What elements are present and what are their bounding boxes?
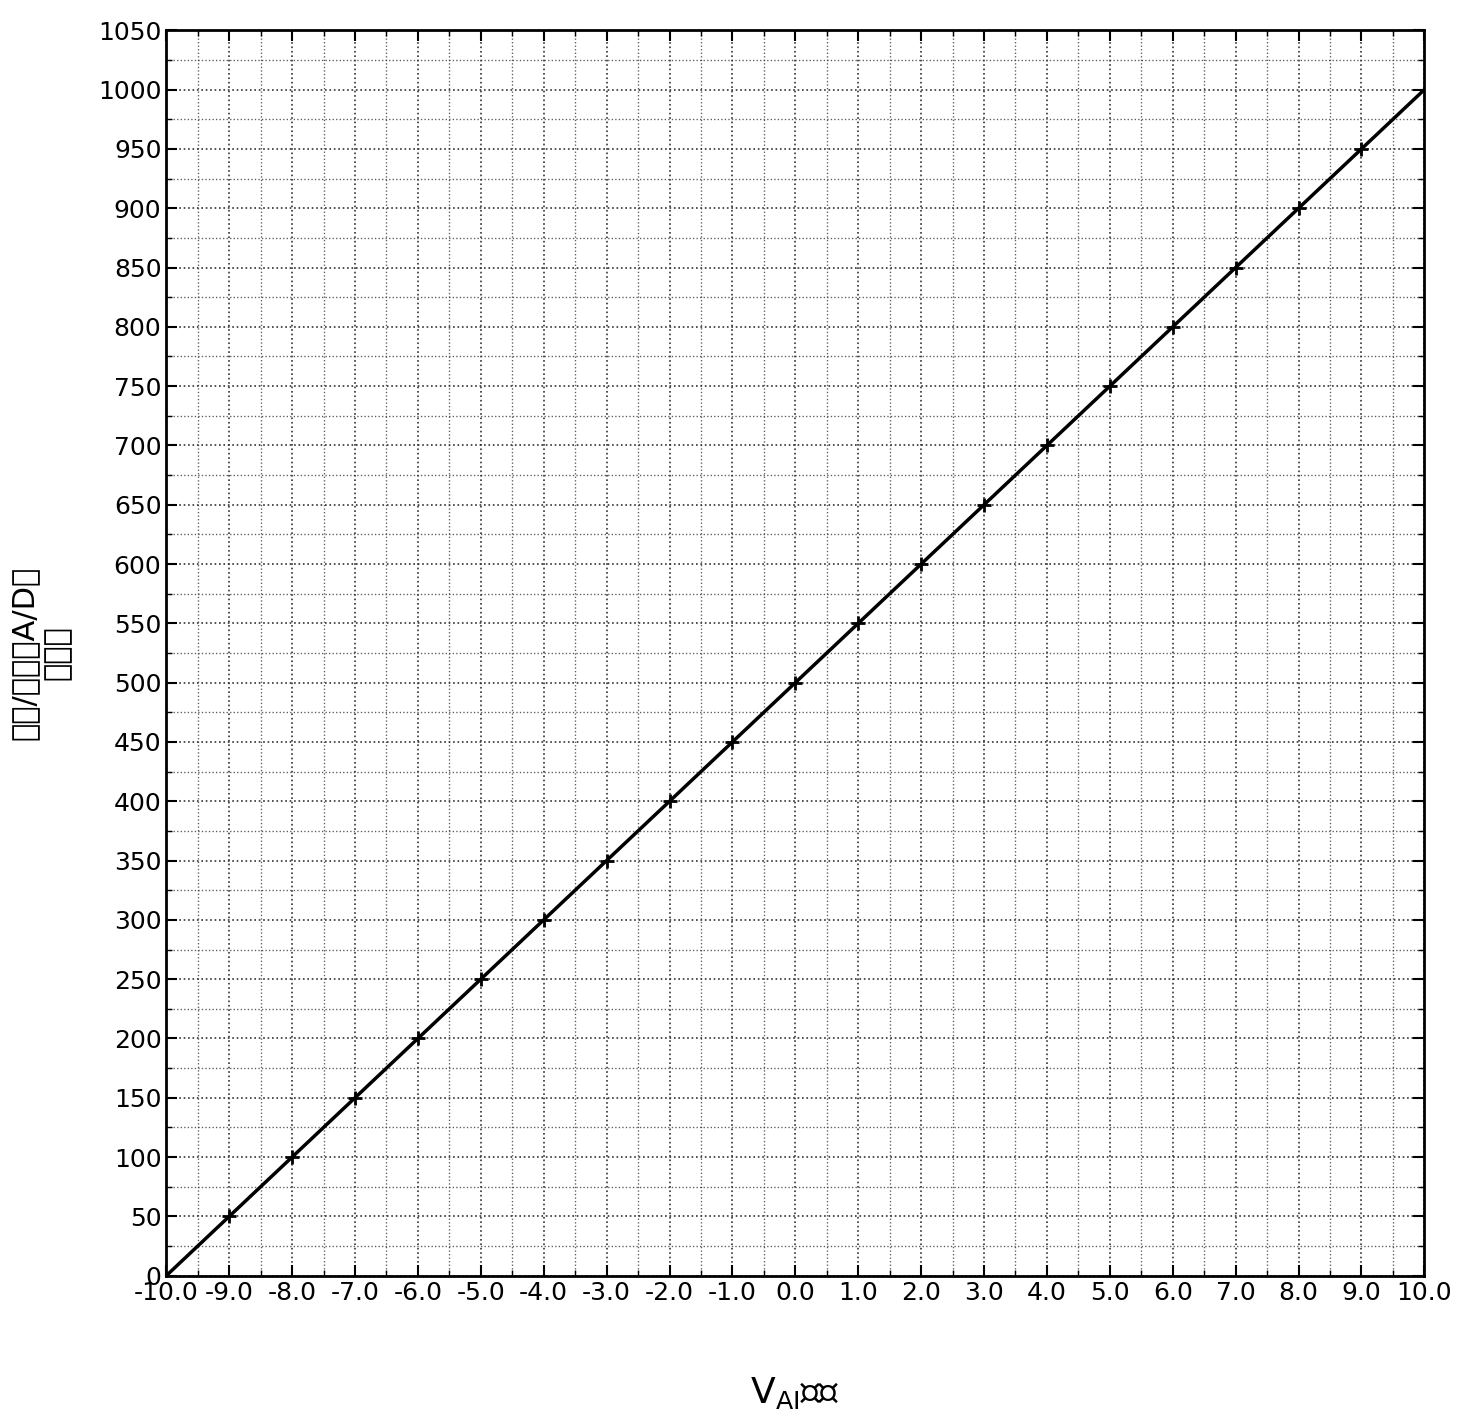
Text: V$_{\mathrm{AI}}$电压: V$_{\mathrm{AI}}$电压 xyxy=(750,1376,840,1411)
Text: 模拟/数字（A/D）
计数值: 模拟/数字（A/D） 计数值 xyxy=(9,567,72,740)
